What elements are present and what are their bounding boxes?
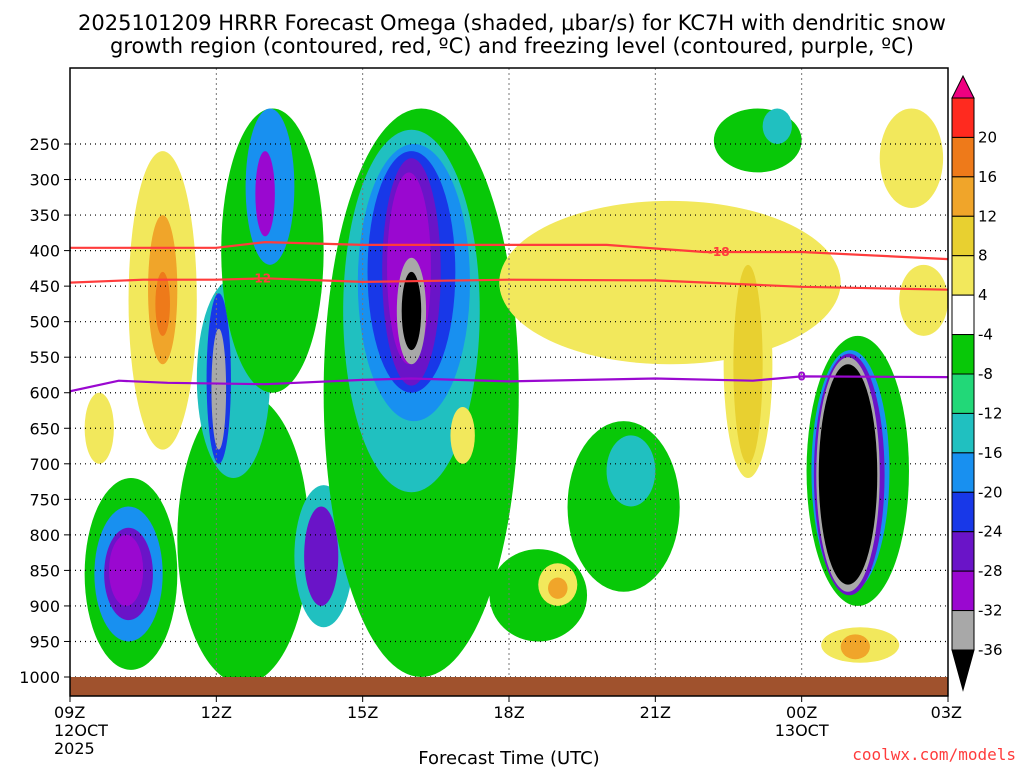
x-tick-label-15Z: 15Z — [347, 703, 378, 722]
colorbar-swatch-5 — [951, 294, 975, 336]
colorbar-swatch-11 — [951, 531, 975, 572]
colorbar-swatch-3 — [951, 215, 975, 257]
omega-blob-dip-16z — [450, 406, 475, 464]
colorbar-label-2: 12 — [978, 207, 997, 225]
omega-blob-yellow-02z — [899, 264, 948, 336]
omega-blob-plume-13z-core — [255, 151, 275, 237]
colorbar-label-6: -8 — [978, 365, 993, 383]
y-tick-label-900: 900 — [29, 597, 60, 616]
colorbar-label-7: -12 — [978, 404, 1003, 422]
omega-blob-green-20z-b — [606, 435, 656, 507]
contour-freezing-level-0 — [70, 375, 948, 393]
x-tick-label-03Z: 03Z — [931, 703, 962, 722]
colorbar-swatch-2 — [951, 176, 975, 217]
y-tick-label-850: 850 — [29, 561, 60, 580]
chart-title-line2: growth region (contoured, red, ºC) and f… — [110, 34, 914, 58]
x-tick-label-12Z: 12Z — [201, 703, 232, 722]
omega-blob-ridge-10z-low — [84, 392, 114, 464]
omega-blob-yellow-26z — [879, 108, 944, 208]
omega-blob-yellow-23z-b — [733, 264, 763, 464]
x-tick-label-21Z: 21Z — [640, 703, 671, 722]
y-tick-label-750: 750 — [29, 490, 60, 509]
x-tick-label-18Z: 18Z — [493, 703, 524, 722]
colorbar-swatch-1 — [951, 136, 975, 178]
omega-blob-yellow-20z — [499, 200, 841, 365]
y-tick-label-250: 250 — [29, 135, 60, 154]
y-tick-label-350: 350 — [29, 206, 60, 225]
colorbar-swatch-12 — [951, 570, 975, 612]
y-tick-label-1000: 1000 — [19, 668, 60, 687]
omega-blob-green-23z-b — [762, 108, 792, 144]
omega-blob-cell-19z-b — [548, 577, 568, 599]
x-tick-date-00Z: 13OCT — [775, 721, 829, 740]
y-tick-label-650: 650 — [29, 419, 60, 438]
colorbar-swatch-10 — [951, 491, 975, 533]
colorbar-label-10: -24 — [978, 523, 1003, 541]
colorbar-swatch-8 — [951, 412, 975, 454]
colorbar-label-5: -4 — [978, 326, 993, 344]
x-axis-label: Forecast Time (UTC) — [418, 748, 599, 768]
colorbar-label-1: 16 — [978, 168, 997, 186]
x-tick-label-09Z: 09Z — [54, 703, 85, 722]
colorbar-label-4: 4 — [978, 286, 988, 304]
contour-label-dgz-minus12: -12 — [249, 271, 271, 285]
contour-label-dgz-minus18: -18 — [708, 245, 730, 259]
colorbar-label-3: 8 — [978, 247, 988, 265]
omega-blob-cell-01z-low-b — [840, 634, 870, 660]
colorbar: 20 16 12 8 4 -4 -8 -12 -16 -20 -24 -28 -32 -36 — [951, 74, 1003, 692]
colorbar-label-11: -28 — [978, 562, 1003, 580]
y-tick-label-550: 550 — [29, 348, 60, 367]
colorbar-swatch-0 — [951, 97, 975, 138]
x-tick-date-09Z: 12OCT — [54, 721, 108, 740]
y-tick-label-600: 600 — [29, 384, 60, 403]
x-tick-label-00Z: 00Z — [786, 703, 817, 722]
pressure-axis: 250 300 350 400 450 500 550 600 650 700 750 800 850 9… — [19, 135, 70, 687]
colorbar-cap-bottom — [951, 649, 975, 692]
temperature-contours: -18 -12 0 — [70, 240, 948, 393]
credit-text: coolwx.com/models — [852, 745, 1016, 764]
chart-title-line1: 2025101209 HRRR Forecast Omega (shaded, … — [78, 11, 946, 35]
omega-blob-plume-12z — [177, 392, 310, 685]
y-tick-label-400: 400 — [29, 242, 60, 261]
y-tick-label-800: 800 — [29, 526, 60, 545]
colorbar-label-12: -32 — [978, 602, 1003, 620]
omega-blob-low-10z-c — [109, 534, 144, 606]
y-tick-label-700: 700 — [29, 455, 60, 474]
y-tick-label-300: 300 — [29, 171, 60, 190]
omega-blob-cell-01z-core — [818, 364, 878, 585]
colorbar-swatch-9 — [951, 452, 975, 493]
contour-dgz-minus18 — [70, 240, 948, 261]
colorbar-swatch-4 — [951, 255, 975, 296]
contour-label-freezing-level-0: 0 — [797, 369, 805, 383]
y-tick-label-450: 450 — [29, 277, 60, 296]
colorbar-swatch-6 — [951, 334, 975, 375]
colorbar-swatch-7 — [951, 373, 975, 414]
omega-blob-low-14z-b — [304, 506, 339, 606]
colorbar-cap-top — [951, 74, 975, 99]
colorbar-swatch-13 — [951, 610, 975, 651]
colorbar-label-13: -36 — [978, 641, 1003, 659]
omega-blob-ridge-11z-hot — [155, 271, 170, 336]
y-tick-label-500: 500 — [29, 313, 60, 332]
ground-surface — [70, 677, 948, 696]
omega-blob-plume-12z-c — [211, 328, 227, 450]
y-tick-label-950: 950 — [29, 632, 60, 651]
colorbar-label-0: 20 — [978, 128, 997, 146]
contour-dgz-minus12 — [70, 277, 948, 291]
x-tick-year-09Z: 2025 — [54, 739, 95, 758]
colorbar-label-9: -20 — [978, 483, 1003, 501]
colorbar-label-8: -16 — [978, 444, 1003, 462]
omega-blob-main-15z-core — [401, 271, 422, 351]
